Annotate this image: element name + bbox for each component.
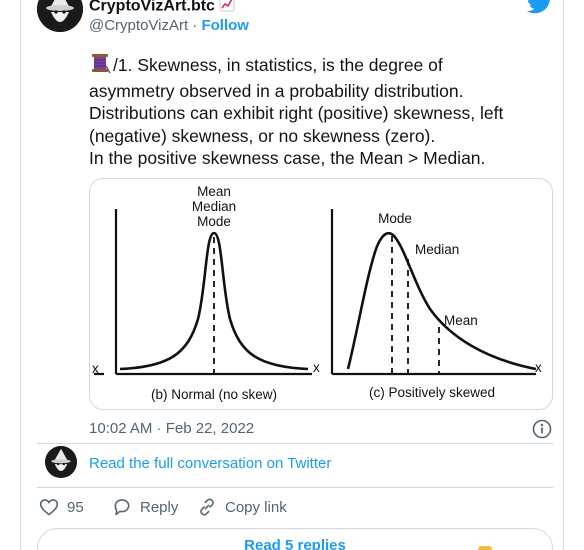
author-name-text[interactable]: CryptoVizArt.btc (89, 0, 215, 15)
copy-link-label: Copy link (225, 498, 287, 516)
copy-link-button[interactable]: Copy link (197, 497, 287, 517)
tweet-text-line-4: (negative) skewness, or no skewness (zer… (89, 125, 436, 146)
chart-increasing-icon (219, 0, 235, 17)
conversation-avatar[interactable] (45, 446, 77, 478)
partial-emoji-icon (478, 546, 492, 550)
card-border-right (563, 0, 564, 550)
divider (37, 487, 553, 488)
reply-button[interactable]: Reply (112, 497, 178, 517)
card-border-left (20, 0, 21, 550)
tweet-text-line-1-text: /1. Skewness, in statistics, is the degr… (113, 55, 443, 75)
normal-x-label: x (313, 360, 320, 375)
cut-axis-label: x (92, 361, 99, 376)
skewed-median-label: Median (415, 242, 459, 257)
read-conversation-link[interactable]: Read the full conversation on Twitter (89, 455, 332, 472)
normal-mean-label: Mean (197, 184, 231, 199)
like-count: 95 (67, 498, 84, 516)
author-name[interactable]: CryptoVizArt.btc (89, 0, 235, 17)
handle-separator: · (188, 17, 202, 34)
author-avatar[interactable] (37, 0, 83, 32)
skewed-caption: (c) Positively skewed (369, 385, 495, 400)
author-handle-row: @CryptoVizArt · Follow (89, 17, 249, 34)
tweet-text-line-3: Distributions can exhibit right (positiv… (89, 103, 504, 123)
skewed-curve (346, 231, 537, 371)
tweet-timestamp[interactable]: 10:02 AM · Feb 22, 2022 (89, 420, 255, 437)
normal-caption: (b) Normal (no skew) (151, 387, 277, 402)
skewed-mode-label: Mode (378, 211, 412, 226)
tweet-text: /1. Skewness, in statistics, is the degr… (89, 52, 559, 170)
skewness-figure: x Mean Median Mode x (b) Normal (no skew… (92, 184, 542, 402)
info-icon[interactable] (532, 419, 552, 439)
heart-icon (39, 499, 59, 516)
normal-curve (119, 231, 309, 371)
author-handle[interactable]: @CryptoVizArt (89, 17, 189, 34)
twitter-bird-icon[interactable] (526, 0, 553, 14)
link-icon (200, 498, 214, 516)
reply-label: Reply (140, 498, 179, 516)
skewed-x-label: x (535, 360, 542, 375)
skewed-mean-label: Mean (444, 313, 478, 328)
reply-bubble-icon (114, 499, 130, 516)
read-replies-button[interactable]: Read 5 replies (37, 528, 553, 550)
tweet-media-image[interactable]: x Mean Median Mode x (b) Normal (no skew… (89, 178, 553, 410)
tweet-text-line-1: /1. Skewness, in statistics, is the degr… (89, 52, 559, 80)
follow-button[interactable]: Follow (201, 17, 249, 34)
like-button[interactable]: 95 (39, 497, 84, 517)
divider (37, 443, 553, 444)
tweet-text-line-5: In the positive skewness case, the Mean … (89, 148, 486, 168)
normal-mode-label: Mode (197, 214, 231, 229)
normal-median-label: Median (192, 199, 236, 214)
thread-emoji-icon (89, 52, 111, 80)
tweet-text-line-2: asymmetry observed in a probability dist… (89, 80, 464, 101)
